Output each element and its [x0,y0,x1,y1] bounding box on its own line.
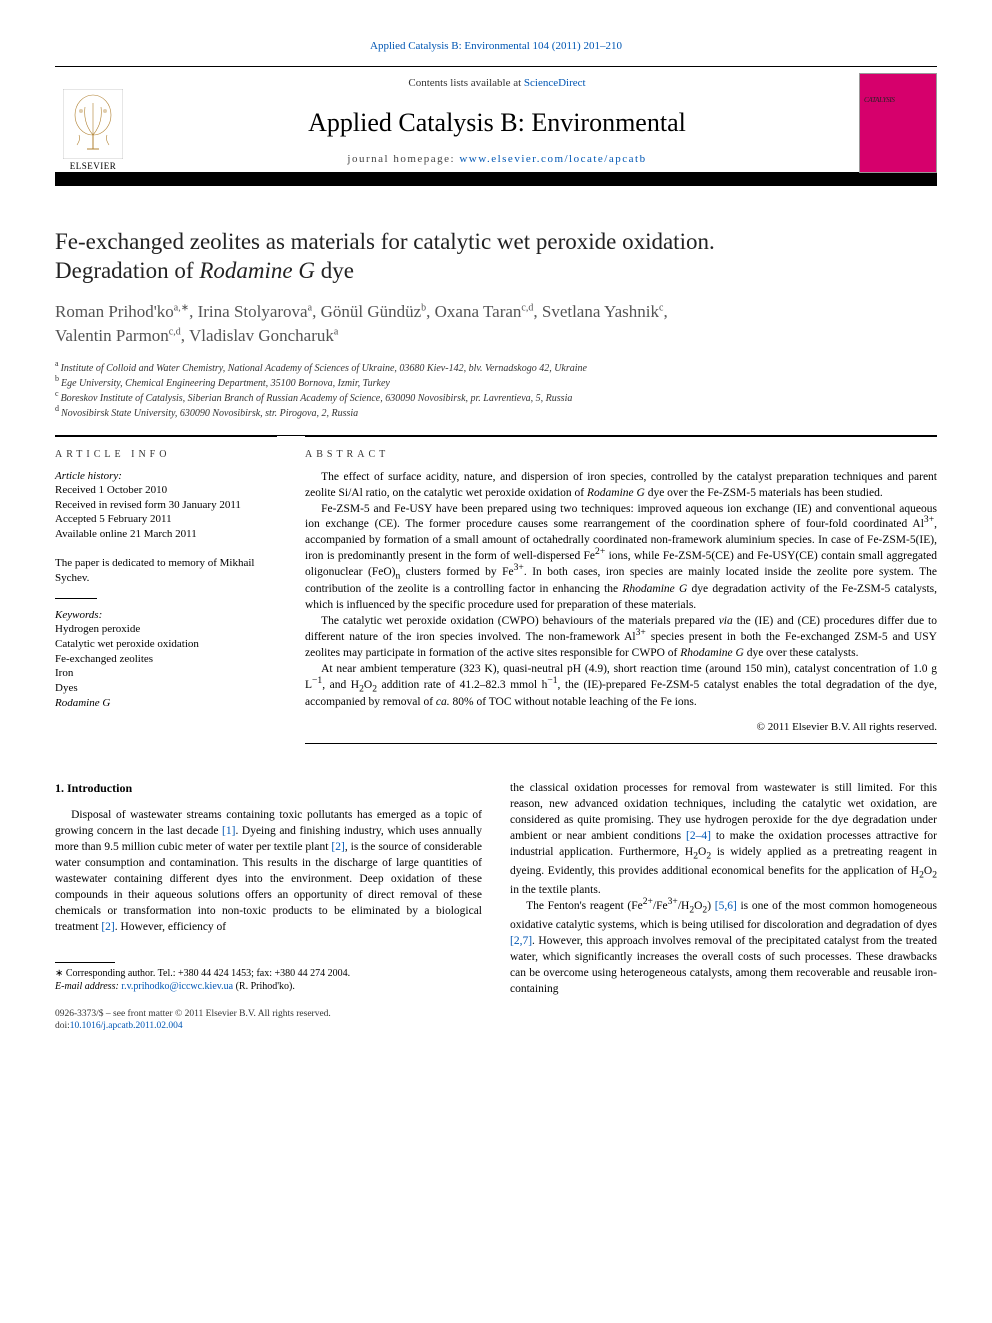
journal-cover-thumbnail: CATALYSIS [859,73,937,173]
section-heading: 1. Introduction [55,780,482,797]
elsevier-tree-icon [63,89,123,159]
title-line1: Fe-exchanged zeolites as materials for c… [55,229,715,254]
journal-reference: Applied Catalysis B: Environmental 104 (… [55,40,937,52]
journal-homepage-line: journal homepage: www.elsevier.com/locat… [135,153,859,165]
author: Oxana Taranc,d [435,302,534,321]
keyword: Hydrogen peroxide [55,622,277,637]
info-abstract-row: article info Article history: Received 1… [55,436,937,744]
footnote-line1: ∗ Corresponding author. Tel.: +380 44 42… [55,967,482,981]
keyword: Fe-exchanged zeolites [55,652,277,667]
affiliations-block: aInstitute of Colloid and Water Chemistr… [55,361,937,421]
sciencedirect-link[interactable]: ScienceDirect [524,77,586,89]
abstract-p3: The catalytic wet peroxide oxidation (CW… [305,614,937,662]
abstract-copyright: © 2011 Elsevier B.V. All rights reserved… [305,721,937,733]
footer-block: 0926-3373/$ – see front matter © 2011 El… [55,1008,482,1033]
abstract-p4: At near ambient temperature (323 K), qua… [305,662,937,711]
title-line2-ital: Rodamine G [199,258,315,283]
article-info-heading: article info [55,449,277,460]
author: Roman Prihod'koa,∗ [55,302,189,321]
footer-copyright: 0926-3373/$ – see front matter © 2011 El… [55,1008,482,1020]
abstract-p2: Fe-ZSM-5 and Fe-USY have been prepared u… [305,502,937,615]
author: Svetlana Yashnikc [542,302,664,321]
body-left-column: 1. Introduction Disposal of wastewater s… [55,780,482,1032]
keyword: Dyes [55,681,277,696]
contents-prefix: Contents lists available at [408,77,523,89]
cover-text: CATALYSIS [864,96,895,104]
header-black-bar [55,172,937,186]
body-right-column: the classical oxidation processes for re… [510,780,937,1032]
dedication: The paper is dedicated to memory of Mikh… [55,556,277,586]
article-info-column: article info Article history: Received 1… [55,436,277,744]
journal-reference-link[interactable]: Applied Catalysis B: Environmental 104 (… [370,40,622,52]
footer-doi: doi:10.1016/j.apcatb.2011.02.004 [55,1020,482,1032]
abstract-heading: abstract [305,449,937,460]
intro-p1-cont: the classical oxidation processes for re… [510,780,937,898]
author: Irina Stolyarovaa [198,302,312,321]
citation-link[interactable]: [2] [101,921,114,933]
article-history: Received 1 October 2010 Received in revi… [55,483,277,542]
email-link[interactable]: r.v.prihodko@iccwc.kiev.ua [121,981,233,992]
citation-link[interactable]: [2,7] [510,935,532,947]
citation-link[interactable]: [1] [222,825,235,837]
separator [305,743,937,744]
history-item: Received in revised form 30 January 2011 [55,498,277,513]
keyword: Rodamine G [55,696,277,711]
keyword: Iron [55,666,277,681]
journal-header: ELSEVIER Contents lists available at Sci… [55,66,937,186]
intro-p2: The Fenton's reagent (Fe2+/Fe3+/H2O2) [5… [510,898,937,997]
author: Gönül Gündüzb [321,302,427,321]
affiliation: cBoreskov Institute of Catalysis, Siberi… [55,391,937,406]
intro-p1: Disposal of wastewater streams containin… [55,807,482,936]
citation-link[interactable]: [5,6] [715,900,737,912]
citation-link[interactable]: [2–4] [686,830,711,842]
doi-link[interactable]: 10.1016/j.apcatb.2011.02.004 [70,1021,183,1031]
footnote-line2: E-mail address: r.v.prihodko@iccwc.kiev.… [55,980,482,994]
footnote-rule [55,962,115,963]
keywords-list: Hydrogen peroxide Catalytic wet peroxide… [55,622,277,711]
journal-name: Applied Catalysis B: Environmental [135,108,859,138]
title-line2-post: dye [315,258,354,283]
abstract-body: The effect of surface acidity, nature, a… [305,470,937,711]
abstract-column: abstract The effect of surface acidity, … [305,436,937,744]
history-item: Available online 21 March 2011 [55,527,277,542]
affiliation: bEge University, Chemical Engineering De… [55,376,937,391]
history-item: Received 1 October 2010 [55,483,277,498]
article-title: Fe-exchanged zeolites as materials for c… [55,228,937,286]
author: Valentin Parmonc,d [55,326,181,345]
authors-block: Roman Prihod'koa,∗, Irina Stolyarovaa, G… [55,300,937,349]
keyword: Catalytic wet peroxide oxidation [55,637,277,652]
title-line2-pre: Degradation of [55,258,199,283]
abstract-p1: The effect of surface acidity, nature, a… [305,470,937,502]
elsevier-logo: ELSEVIER [55,67,135,173]
citation-link[interactable]: [2] [331,841,344,853]
author: Vladislav Goncharuka [189,326,338,345]
corresponding-author-footnote: ∗ Corresponding author. Tel.: +380 44 42… [55,967,482,994]
homepage-link[interactable]: www.elsevier.com/locate/apcatb [459,153,646,165]
homepage-prefix: journal homepage: [347,153,459,165]
history-item: Accepted 5 February 2011 [55,512,277,527]
affiliation: dNovosibirsk State University, 630090 No… [55,406,937,421]
elsevier-label: ELSEVIER [70,161,117,171]
affiliation: aInstitute of Colloid and Water Chemistr… [55,361,937,376]
article-history-label: Article history: [55,470,277,482]
contents-lists-line: Contents lists available at ScienceDirec… [135,77,859,89]
body-columns: 1. Introduction Disposal of wastewater s… [55,780,937,1032]
mini-separator [55,598,97,599]
keywords-label: Keywords: [55,609,277,621]
